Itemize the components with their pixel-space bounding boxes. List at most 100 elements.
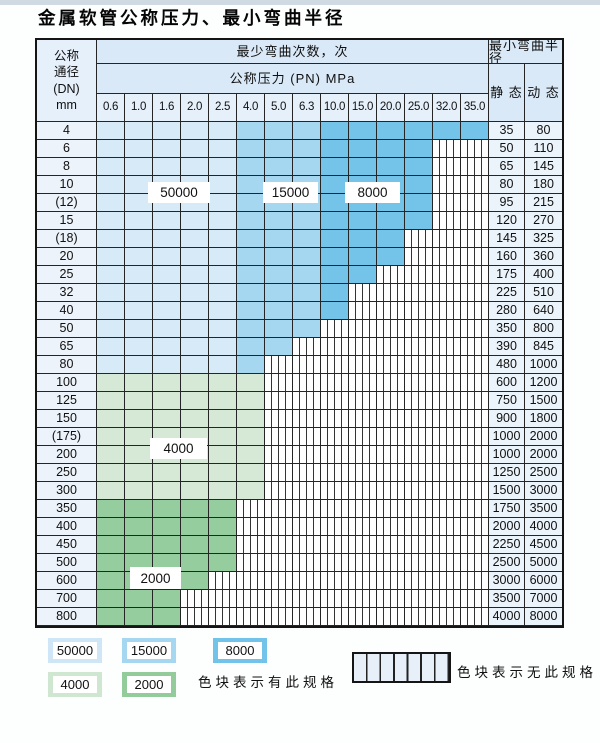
static-value: 1750 bbox=[489, 500, 525, 518]
spec-cell bbox=[349, 554, 377, 572]
spec-cell bbox=[461, 608, 489, 626]
spec-cell bbox=[377, 230, 405, 248]
dynamic-value: 145 bbox=[525, 158, 562, 176]
spec-cell bbox=[265, 302, 293, 320]
spec-cell bbox=[321, 356, 349, 374]
spec-cell bbox=[265, 248, 293, 266]
spec-cell bbox=[293, 356, 321, 374]
dn-label: 8 bbox=[37, 158, 97, 176]
spec-cell bbox=[237, 122, 265, 140]
spec-cell bbox=[125, 356, 153, 374]
spec-cell bbox=[461, 374, 489, 392]
spec-cell bbox=[461, 536, 489, 554]
spec-cell bbox=[265, 536, 293, 554]
legend: 色块表示有此规格 色块表示无此规格 50000 15000 8000 4000 2000 bbox=[0, 0, 600, 697]
spec-cell bbox=[97, 392, 125, 410]
dynamic-value: 800 bbox=[525, 320, 562, 338]
static-value: 1000 bbox=[489, 428, 525, 446]
dynamic-value: 2000 bbox=[525, 446, 562, 464]
spec-cell bbox=[461, 122, 489, 140]
spec-cell bbox=[293, 248, 321, 266]
spec-cell bbox=[321, 500, 349, 518]
spec-cell bbox=[181, 590, 209, 608]
spec-cell bbox=[405, 284, 433, 302]
page-top-strip bbox=[0, 0, 600, 5]
spec-cell bbox=[433, 608, 461, 626]
spec-cell bbox=[321, 536, 349, 554]
spec-cell bbox=[125, 446, 153, 464]
dn-header-line: (DN) bbox=[53, 81, 80, 96]
spec-cell bbox=[209, 158, 237, 176]
spec-cell bbox=[181, 554, 209, 572]
spec-cell bbox=[181, 608, 209, 626]
spec-cell bbox=[237, 302, 265, 320]
spec-cell bbox=[265, 212, 293, 230]
spec-cell bbox=[377, 266, 405, 284]
dynamic-value: 5000 bbox=[525, 554, 562, 572]
spec-cell bbox=[153, 500, 181, 518]
spec-cell bbox=[405, 572, 433, 590]
spec-cell bbox=[97, 176, 125, 194]
spec-cell bbox=[153, 122, 181, 140]
static-value: 1000 bbox=[489, 446, 525, 464]
pressure-col-header: 10.0 bbox=[321, 94, 349, 122]
dn-label: 600 bbox=[37, 572, 97, 590]
dynamic-value: 1500 bbox=[525, 392, 562, 410]
spec-cell bbox=[293, 446, 321, 464]
spec-cell bbox=[181, 572, 209, 590]
spec-cell bbox=[181, 392, 209, 410]
spec-cell bbox=[405, 428, 433, 446]
spec-cell bbox=[349, 320, 377, 338]
spec-cell bbox=[405, 230, 433, 248]
spec-cell bbox=[461, 140, 489, 158]
spec-cell bbox=[125, 464, 153, 482]
spec-cell bbox=[433, 500, 461, 518]
spec-cell bbox=[265, 608, 293, 626]
spec-cell bbox=[265, 356, 293, 374]
spec-cell bbox=[433, 572, 461, 590]
spec-cell bbox=[405, 410, 433, 428]
spec-cell bbox=[377, 212, 405, 230]
spec-cell bbox=[461, 158, 489, 176]
spec-cell bbox=[153, 464, 181, 482]
spec-cell bbox=[209, 410, 237, 428]
spec-cell bbox=[433, 338, 461, 356]
spec-cell bbox=[125, 482, 153, 500]
pressure-col-header: 35.0 bbox=[461, 94, 489, 122]
pressure-col-header: 20.0 bbox=[377, 94, 405, 122]
spec-cell bbox=[237, 212, 265, 230]
dynamic-value: 325 bbox=[525, 230, 562, 248]
spec-cell bbox=[321, 158, 349, 176]
dynamic-value: 400 bbox=[525, 266, 562, 284]
spec-cell bbox=[405, 320, 433, 338]
spec-cell bbox=[321, 320, 349, 338]
spec-cell bbox=[237, 356, 265, 374]
spec-cell bbox=[349, 374, 377, 392]
spec-cell bbox=[461, 338, 489, 356]
spec-cell bbox=[321, 446, 349, 464]
spec-cell bbox=[293, 158, 321, 176]
dynamic-value: 7000 bbox=[525, 590, 562, 608]
spec-cell bbox=[461, 248, 489, 266]
spec-cell bbox=[209, 338, 237, 356]
spec-cell bbox=[433, 410, 461, 428]
spec-cell bbox=[433, 356, 461, 374]
dn-label: 450 bbox=[37, 536, 97, 554]
spec-cell bbox=[181, 338, 209, 356]
spec-cell bbox=[209, 266, 237, 284]
spec-cell bbox=[125, 302, 153, 320]
dn-header-line: mm bbox=[56, 98, 77, 112]
spec-cell bbox=[405, 536, 433, 554]
spec-cell bbox=[461, 518, 489, 536]
cycle-count-label: 2000 bbox=[130, 567, 181, 589]
spec-cell bbox=[433, 518, 461, 536]
spec-cell bbox=[349, 446, 377, 464]
spec-cell bbox=[265, 446, 293, 464]
spec-cell bbox=[461, 230, 489, 248]
spec-cell bbox=[265, 392, 293, 410]
spec-cell bbox=[237, 176, 265, 194]
spec-cell bbox=[125, 428, 153, 446]
spec-cell bbox=[293, 284, 321, 302]
spec-cell bbox=[349, 284, 377, 302]
dn-label: 700 bbox=[37, 590, 97, 608]
